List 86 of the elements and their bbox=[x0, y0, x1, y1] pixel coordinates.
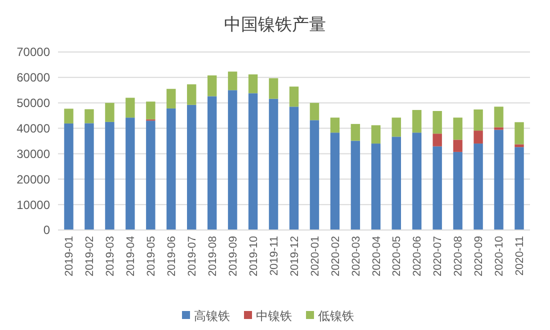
bar bbox=[166, 88, 176, 108]
bar bbox=[166, 108, 176, 230]
bar bbox=[350, 140, 360, 230]
x-tick-label: 2019-01 bbox=[64, 236, 76, 276]
x-tick-label: 2020-08 bbox=[452, 236, 465, 276]
chart-title: 中国镍铁产量 bbox=[224, 15, 326, 34]
x-tick-label: 2020-09 bbox=[473, 236, 486, 276]
bar bbox=[310, 120, 320, 230]
bar bbox=[494, 130, 504, 230]
bar bbox=[474, 130, 483, 144]
x-tick-label: 2019-10 bbox=[248, 236, 260, 276]
bar bbox=[494, 127, 504, 130]
bar bbox=[207, 75, 217, 96]
x-tick-label: 2019-07 bbox=[186, 236, 198, 276]
x-tick-label: 2020-05 bbox=[391, 236, 404, 276]
x-tick-label: 2020-03 bbox=[350, 236, 362, 276]
bar bbox=[228, 90, 238, 230]
bar bbox=[64, 123, 74, 230]
x-tick-label: 2019-05 bbox=[146, 236, 158, 276]
bar bbox=[432, 134, 442, 146]
bar bbox=[228, 72, 238, 90]
x-tick-label: 2020-10 bbox=[494, 236, 506, 276]
y-tick-label: 70000 bbox=[16, 45, 50, 60]
x-tick-label: 2019-12 bbox=[288, 236, 301, 276]
bar bbox=[474, 109, 483, 131]
x-tick-label: 2019-04 bbox=[125, 236, 138, 276]
bar bbox=[207, 96, 217, 230]
bar bbox=[330, 132, 340, 230]
bar bbox=[126, 118, 135, 230]
bar bbox=[248, 93, 258, 230]
bar bbox=[84, 123, 94, 230]
bar bbox=[268, 78, 278, 99]
y-tick-label: 20000 bbox=[16, 172, 50, 186]
x-tick-label: 2019-03 bbox=[104, 236, 117, 276]
bar bbox=[105, 122, 114, 230]
y-tick-label: 10000 bbox=[16, 198, 50, 212]
bar bbox=[248, 74, 258, 94]
bar bbox=[310, 102, 320, 120]
legend-label: 低镍铁 bbox=[318, 309, 354, 324]
legend-label: 中镍铁 bbox=[256, 309, 292, 324]
bar bbox=[330, 118, 340, 133]
bar bbox=[187, 104, 196, 230]
bar bbox=[268, 98, 278, 230]
bar bbox=[453, 152, 462, 230]
bar bbox=[289, 106, 299, 230]
bar bbox=[350, 124, 360, 141]
bar bbox=[371, 144, 381, 230]
bar bbox=[494, 106, 504, 128]
y-tick-label: 50000 bbox=[16, 96, 50, 110]
bar bbox=[474, 144, 483, 230]
bar bbox=[412, 132, 422, 230]
bar bbox=[514, 144, 524, 148]
x-tick-label: 2020-02 bbox=[330, 236, 342, 276]
x-tick-label: 2019-08 bbox=[206, 236, 219, 276]
bar bbox=[64, 108, 74, 124]
bar bbox=[453, 140, 462, 152]
x-tick-label: 2020-04 bbox=[370, 236, 383, 276]
x-tick-label: 2020-06 bbox=[412, 236, 424, 276]
bar bbox=[432, 146, 442, 230]
x-tick-label: 2020-07 bbox=[432, 236, 444, 276]
bar bbox=[514, 122, 524, 144]
bar bbox=[146, 120, 156, 230]
bar bbox=[289, 86, 299, 107]
bar bbox=[392, 118, 401, 137]
x-tick-label: 2019-11 bbox=[268, 236, 280, 276]
y-tick-label: 30000 bbox=[16, 146, 50, 161]
bar bbox=[126, 98, 135, 118]
bar bbox=[392, 136, 401, 230]
x-tick-label: 2019-06 bbox=[166, 236, 178, 276]
y-tick-label: 40000 bbox=[16, 121, 50, 136]
y-tick-label: 60000 bbox=[16, 70, 50, 85]
x-tick-label: 2020-11 bbox=[514, 236, 526, 276]
y-tick-label: 0 bbox=[43, 223, 50, 238]
bar bbox=[514, 147, 524, 230]
bar bbox=[371, 125, 381, 144]
bar bbox=[432, 110, 442, 134]
x-tick-label: 2019-02 bbox=[84, 236, 96, 276]
legend-label: 高镍铁 bbox=[194, 309, 230, 324]
bar bbox=[146, 102, 156, 120]
bar bbox=[412, 110, 422, 133]
bar bbox=[187, 84, 196, 105]
bar bbox=[105, 102, 114, 122]
x-tick-label: 2019-09 bbox=[227, 236, 240, 276]
bar bbox=[453, 118, 462, 140]
bar bbox=[84, 109, 94, 124]
x-tick-label: 2020-01 bbox=[309, 236, 322, 276]
